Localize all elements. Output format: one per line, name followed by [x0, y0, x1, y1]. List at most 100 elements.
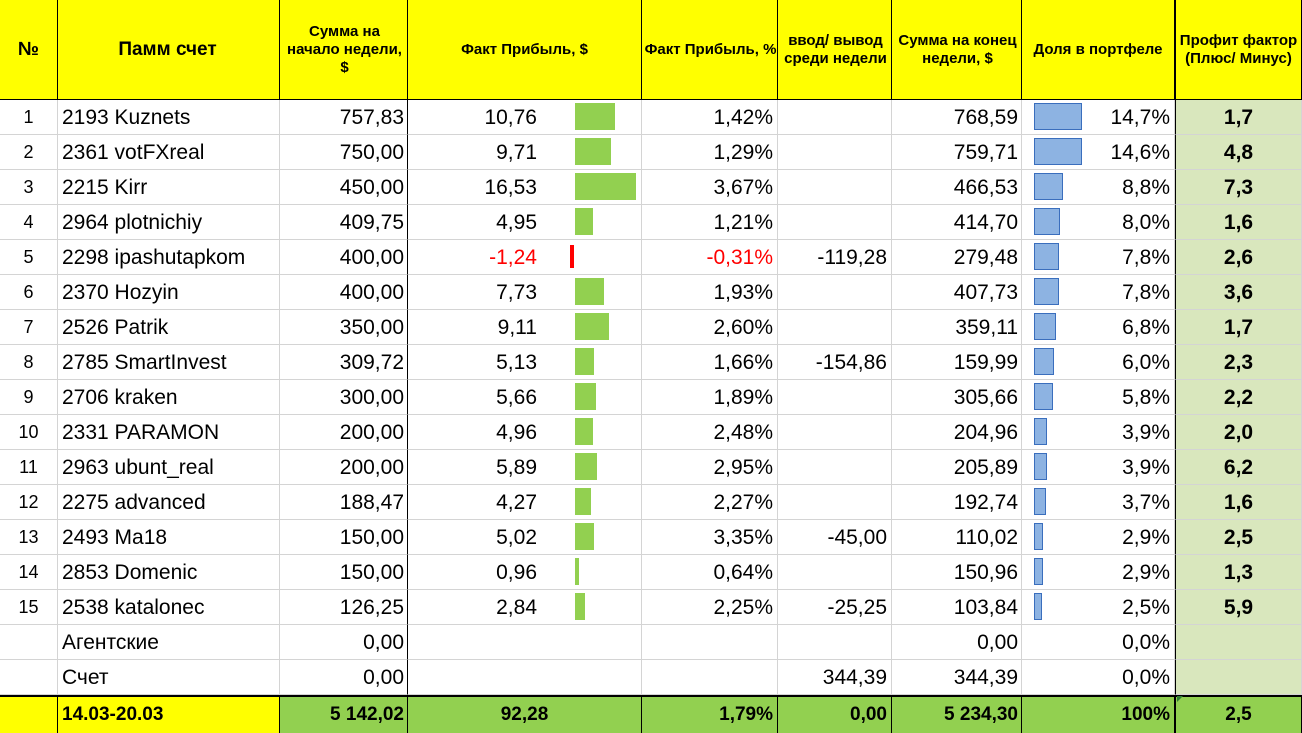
account-name[interactable]: Счет: [58, 660, 280, 695]
start-amount[interactable]: 200,00: [280, 415, 408, 450]
fact-profit-cell[interactable]: [408, 660, 642, 695]
profit-factor[interactable]: 7,3: [1175, 170, 1302, 205]
portfolio-share-cell[interactable]: 2,5%: [1022, 590, 1175, 625]
profit-factor[interactable]: [1175, 660, 1302, 695]
start-amount[interactable]: 150,00: [280, 520, 408, 555]
portfolio-share-cell[interactable]: 3,9%: [1022, 450, 1175, 485]
fact-profit-cell[interactable]: 16,53: [408, 170, 642, 205]
profit-factor[interactable]: 4,8: [1175, 135, 1302, 170]
row-number[interactable]: 4: [0, 205, 58, 240]
account-name[interactable]: 2963 ubunt_real: [58, 450, 280, 485]
header-pf[interactable]: Профит фактор (Плюс/ Минус): [1175, 0, 1302, 100]
end-amount[interactable]: 110,02: [892, 520, 1022, 555]
portfolio-share-cell[interactable]: 0,0%: [1022, 660, 1175, 695]
deposit-withdrawal[interactable]: [778, 275, 892, 310]
header-end[interactable]: Сумма на конец недели, $: [892, 0, 1022, 100]
end-amount[interactable]: 359,11: [892, 310, 1022, 345]
deposit-withdrawal[interactable]: -154,86: [778, 345, 892, 380]
row-number[interactable]: 6: [0, 275, 58, 310]
portfolio-share-cell[interactable]: 7,8%: [1022, 275, 1175, 310]
account-name[interactable]: 2215 Kirr: [58, 170, 280, 205]
header-num[interactable]: №: [0, 0, 58, 100]
portfolio-share-cell[interactable]: 14,7%: [1022, 100, 1175, 135]
header-pct[interactable]: Факт Прибыль, %: [642, 0, 778, 100]
start-amount[interactable]: 750,00: [280, 135, 408, 170]
fact-profit-cell[interactable]: [408, 625, 642, 660]
end-amount[interactable]: 103,84: [892, 590, 1022, 625]
deposit-withdrawal[interactable]: [778, 205, 892, 240]
fact-profit-cell[interactable]: 9,11: [408, 310, 642, 345]
fact-profit-cell[interactable]: 10,76: [408, 100, 642, 135]
portfolio-share-cell[interactable]: 8,0%: [1022, 205, 1175, 240]
start-amount[interactable]: 200,00: [280, 450, 408, 485]
start-amount[interactable]: 757,83: [280, 100, 408, 135]
start-amount[interactable]: 400,00: [280, 240, 408, 275]
profit-factor[interactable]: [1175, 625, 1302, 660]
row-number[interactable]: 11: [0, 450, 58, 485]
totals-end[interactable]: 5 234,30: [892, 697, 1022, 733]
portfolio-share-cell[interactable]: 8,8%: [1022, 170, 1175, 205]
fact-profit-percent[interactable]: -0,31%: [642, 240, 778, 275]
deposit-withdrawal[interactable]: [778, 380, 892, 415]
portfolio-share-cell[interactable]: 2,9%: [1022, 555, 1175, 590]
portfolio-share-cell[interactable]: 7,8%: [1022, 240, 1175, 275]
end-amount[interactable]: 759,71: [892, 135, 1022, 170]
fact-profit-percent[interactable]: 1,29%: [642, 135, 778, 170]
account-name[interactable]: 2193 Kuznets: [58, 100, 280, 135]
totals-pf[interactable]: 2,5: [1175, 697, 1302, 733]
end-amount[interactable]: 344,39: [892, 660, 1022, 695]
fact-profit-percent[interactable]: 0,64%: [642, 555, 778, 590]
row-number[interactable]: 5: [0, 240, 58, 275]
end-amount[interactable]: 192,74: [892, 485, 1022, 520]
account-name[interactable]: 2370 Hozyin: [58, 275, 280, 310]
end-amount[interactable]: 204,96: [892, 415, 1022, 450]
fact-profit-percent[interactable]: 2,60%: [642, 310, 778, 345]
totals-period[interactable]: 14.03-20.03: [58, 697, 280, 733]
profit-factor[interactable]: 2,5: [1175, 520, 1302, 555]
start-amount[interactable]: 409,75: [280, 205, 408, 240]
fact-profit-percent[interactable]: 1,89%: [642, 380, 778, 415]
start-amount[interactable]: 0,00: [280, 660, 408, 695]
fact-profit-cell[interactable]: 4,27: [408, 485, 642, 520]
end-amount[interactable]: 407,73: [892, 275, 1022, 310]
fact-profit-cell[interactable]: 5,13: [408, 345, 642, 380]
fact-profit-percent[interactable]: 1,21%: [642, 205, 778, 240]
fact-profit-percent[interactable]: 2,25%: [642, 590, 778, 625]
deposit-withdrawal[interactable]: [778, 485, 892, 520]
deposit-withdrawal[interactable]: [778, 100, 892, 135]
fact-profit-percent[interactable]: 3,67%: [642, 170, 778, 205]
totals-num-cell[interactable]: [0, 697, 58, 733]
row-number[interactable]: [0, 660, 58, 695]
account-name[interactable]: 2706 kraken: [58, 380, 280, 415]
header-name[interactable]: Памм счет: [58, 0, 280, 100]
end-amount[interactable]: 150,96: [892, 555, 1022, 590]
fact-profit-percent[interactable]: 1,93%: [642, 275, 778, 310]
start-amount[interactable]: 150,00: [280, 555, 408, 590]
deposit-withdrawal[interactable]: -45,00: [778, 520, 892, 555]
header-fact[interactable]: Факт Прибыль, $: [408, 0, 642, 100]
end-amount[interactable]: 279,48: [892, 240, 1022, 275]
deposit-withdrawal[interactable]: -25,25: [778, 590, 892, 625]
totals-pct[interactable]: 1,79%: [642, 697, 778, 733]
account-name[interactable]: 2538 katalonec: [58, 590, 280, 625]
end-amount[interactable]: 466,53: [892, 170, 1022, 205]
account-name[interactable]: 2298 ipashutapkom: [58, 240, 280, 275]
fact-profit-cell[interactable]: 7,73: [408, 275, 642, 310]
start-amount[interactable]: 126,25: [280, 590, 408, 625]
portfolio-share-cell[interactable]: 6,8%: [1022, 310, 1175, 345]
end-amount[interactable]: 205,89: [892, 450, 1022, 485]
account-name[interactable]: 2853 Domenic: [58, 555, 280, 590]
profit-factor[interactable]: 1,7: [1175, 100, 1302, 135]
header-share[interactable]: Доля в портфеле: [1022, 0, 1175, 100]
portfolio-share-cell[interactable]: 3,9%: [1022, 415, 1175, 450]
start-amount[interactable]: 300,00: [280, 380, 408, 415]
profit-factor[interactable]: 1,6: [1175, 485, 1302, 520]
deposit-withdrawal[interactable]: -119,28: [778, 240, 892, 275]
end-amount[interactable]: 768,59: [892, 100, 1022, 135]
fact-profit-percent[interactable]: 2,48%: [642, 415, 778, 450]
deposit-withdrawal[interactable]: 344,39: [778, 660, 892, 695]
account-name[interactable]: 2493 Ma18: [58, 520, 280, 555]
row-number[interactable]: 12: [0, 485, 58, 520]
fact-profit-cell[interactable]: 9,71: [408, 135, 642, 170]
account-name[interactable]: 2331 PARAMON: [58, 415, 280, 450]
